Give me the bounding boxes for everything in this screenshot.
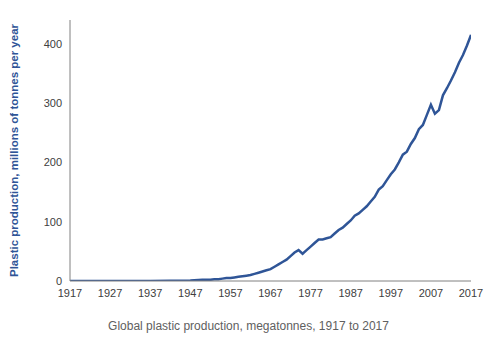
svg-text:1967: 1967 [258,287,282,299]
svg-text:2007: 2007 [419,287,443,299]
html-text:Global plastic production, meg: Global plastic production, megatonnes, 1… [108,319,389,333]
svg-text:1947: 1947 [178,287,202,299]
svg-text:1917: 1917 [58,287,82,299]
svg-text:400: 400 [44,38,62,50]
svg-text:300: 300 [44,97,62,109]
svg-text:1927: 1927 [98,287,122,299]
svg-text:1977: 1977 [298,287,322,299]
svg-text:1937: 1937 [138,287,162,299]
svg-text:1987: 1987 [338,287,362,299]
svg-text:2017: 2017 [459,287,483,299]
svg-text:1997: 1997 [379,287,403,299]
svg-text:100: 100 [44,216,62,228]
svg-text:0: 0 [56,275,62,287]
svg-text:1957: 1957 [218,287,242,299]
svg-text:Plastic production, millions o: Plastic production, millions of tonnes p… [8,23,20,277]
svg-text:200: 200 [44,156,62,168]
